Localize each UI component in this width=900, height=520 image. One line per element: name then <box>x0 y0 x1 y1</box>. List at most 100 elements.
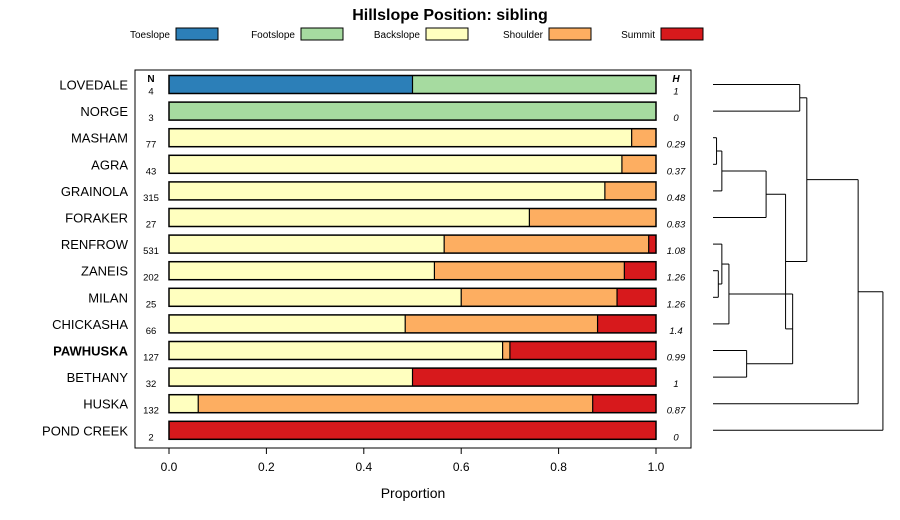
bar-grainola-backslope <box>169 181 605 200</box>
legend-swatch-footslope <box>300 27 344 41</box>
bar-renfrow-summit <box>648 235 656 254</box>
bar-pawhuska-summit <box>509 341 656 360</box>
dendrogram <box>713 84 884 431</box>
bar-outline-foraker <box>168 207 657 228</box>
row-h-masham: 0.29 <box>667 140 686 151</box>
bar-agra-shoulder <box>621 155 656 174</box>
legend-label-toeslope: Toeslope <box>130 30 170 41</box>
row-h-bethany: 1 <box>673 379 678 390</box>
row-label-bethany: BETHANY <box>67 370 129 385</box>
bar-huska-summit <box>592 394 656 413</box>
x-tick-label: 0.2 <box>258 460 275 474</box>
bar-zaneis-backslope <box>169 261 435 280</box>
legend-label-backslope: Backslope <box>374 30 421 41</box>
bar-outline-chickasha <box>168 314 657 334</box>
row-label-chickasha: CHICKASHA <box>52 317 128 332</box>
bar-huska-backslope <box>169 394 199 413</box>
bar-huska-shoulder <box>198 394 593 413</box>
bar-foraker-backslope <box>169 208 530 227</box>
x-tick-label: 1.0 <box>648 460 665 474</box>
bar-outline-masham <box>168 127 657 148</box>
row-label-huska: HUSKA <box>83 397 128 412</box>
row-h-zaneis: 1.26 <box>667 273 686 284</box>
x-tick-label: 0.8 <box>550 460 567 474</box>
legend-label-footslope: Footslope <box>251 30 295 41</box>
bar-outline-pond-creek <box>168 420 657 441</box>
bar-pond-creek-summit <box>169 421 656 440</box>
row-h-norge: 0 <box>673 113 679 124</box>
bar-foraker-shoulder <box>529 208 656 227</box>
bar-outline-huska <box>168 393 657 414</box>
row-n-agra: 43 <box>146 166 157 177</box>
row-label-lovedale: LOVEDALE <box>59 78 128 93</box>
row-label-grainola: GRAINOLA <box>61 184 129 199</box>
row-n-renfrow: 531 <box>143 246 159 257</box>
legend: Toeslope Footslope Backslope Shoulder Summit <box>130 27 704 41</box>
bar-outline-zaneis <box>168 260 657 281</box>
bar-outline-pawhuska <box>168 340 657 361</box>
legend-swatch-toeslope <box>175 27 219 41</box>
legend-swatch-shoulder <box>548 27 592 41</box>
bar-renfrow-backslope <box>169 235 445 254</box>
bar-outline-renfrow <box>168 234 657 254</box>
row-n-pawhuska: 127 <box>143 353 159 364</box>
x-tick-label: 0.6 <box>453 460 470 474</box>
x-tick-label: 0.4 <box>355 460 372 474</box>
bar-bethany-summit <box>412 368 656 387</box>
bar-norge-footslope <box>169 102 656 121</box>
bar-lovedale-toeslope <box>169 75 413 94</box>
row-h-huska: 0.87 <box>667 406 686 417</box>
row-n-bethany: 32 <box>146 379 157 390</box>
bar-zaneis-summit <box>624 261 656 280</box>
x-tick-label: 0.0 <box>161 460 178 474</box>
row-label-norge: NORGE <box>80 104 128 119</box>
row-h-pawhuska: 0.99 <box>667 353 686 364</box>
row-h-agra: 0.37 <box>667 166 686 177</box>
row-n-foraker: 27 <box>146 220 157 231</box>
bar-pawhuska-backslope <box>169 341 503 360</box>
bar-chickasha-backslope <box>169 314 406 333</box>
n-column-header: N <box>147 74 154 85</box>
row-n-pond-creek: 2 <box>148 432 153 443</box>
legend-swatch-summit <box>660 27 704 41</box>
row-n-milan: 25 <box>146 299 157 310</box>
bar-chickasha-summit <box>597 314 656 333</box>
row-n-lovedale: 4 <box>148 87 153 98</box>
bar-chickasha-shoulder <box>405 314 598 333</box>
x-axis: 0.0 0.2 0.4 0.6 0.8 1.0 <box>161 448 665 474</box>
row-n-masham: 77 <box>146 140 157 151</box>
bar-agra-backslope <box>169 155 622 174</box>
row-label-renfrow: RENFROW <box>61 237 129 252</box>
row-label-masham: MASHAM <box>71 131 128 146</box>
h-column-header: H <box>672 74 680 85</box>
row-label-milan: MILAN <box>88 290 128 305</box>
chart-rows: LOVEDALE 4 1 NORGE 3 0 MASHAM 77 0.29 AGRA 43 0.37 G… <box>42 74 686 443</box>
row-n-norge: 3 <box>148 113 153 124</box>
bar-zaneis-shoulder <box>434 261 625 280</box>
bar-masham-backslope <box>169 128 632 147</box>
bar-outline-bethany <box>168 367 657 387</box>
bar-milan-backslope <box>169 288 462 307</box>
legend-label-shoulder: Shoulder <box>503 30 544 41</box>
x-axis-label: Proportion <box>381 485 446 501</box>
row-h-lovedale: 1 <box>673 87 678 98</box>
row-h-grainola: 0.48 <box>667 193 686 204</box>
row-h-foraker: 0.83 <box>667 220 686 231</box>
row-label-zaneis: ZANEIS <box>81 264 128 279</box>
row-h-pond-creek: 0 <box>673 432 679 443</box>
bar-bethany-backslope <box>169 368 413 387</box>
row-label-agra: AGRA <box>91 157 128 172</box>
bar-masham-shoulder <box>631 128 656 147</box>
plot-frame <box>134 69 692 449</box>
bar-lovedale-footslope <box>412 75 656 94</box>
row-label-pond-creek: POND CREEK <box>42 423 128 438</box>
row-h-milan: 1.26 <box>667 299 686 310</box>
legend-swatch-backslope <box>425 27 469 41</box>
bar-milan-shoulder <box>461 288 618 307</box>
bar-pawhuska-shoulder <box>502 341 510 360</box>
bar-outline-agra <box>168 154 657 175</box>
chart-title: Hillslope Position: sibling <box>352 7 548 24</box>
row-h-chickasha: 1.4 <box>669 326 682 337</box>
row-label-pawhuska: PAWHUSKA <box>53 344 128 359</box>
